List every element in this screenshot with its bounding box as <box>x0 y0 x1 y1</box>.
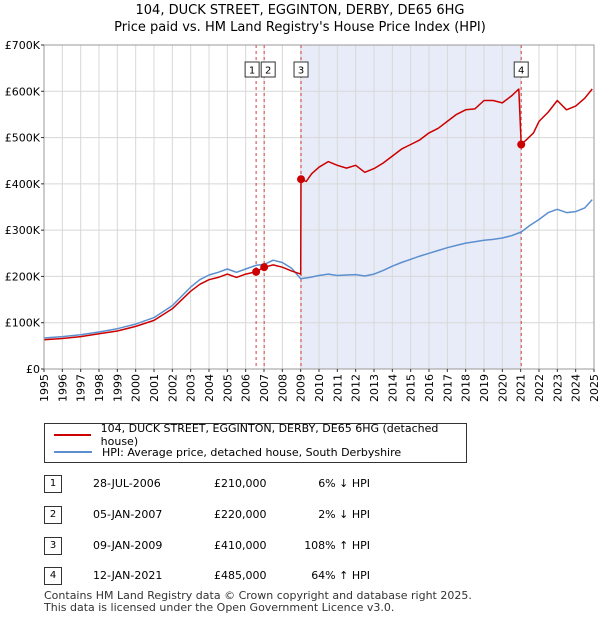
x-tick-label: 2022 <box>533 374 546 402</box>
x-tick-label: 2016 <box>423 374 436 402</box>
y-tick-label: £0 <box>26 363 40 376</box>
transaction-number: 1 <box>44 475 62 493</box>
marker-badge-label: 2 <box>265 66 271 77</box>
sale-point <box>297 175 306 184</box>
x-tick-label: 2021 <box>515 374 528 402</box>
transaction-price: £485,000 <box>214 569 267 582</box>
transaction-date: 09-JAN-2009 <box>93 539 163 552</box>
marker-badge-label: 1 <box>249 66 255 77</box>
legend-swatch-property <box>54 434 91 436</box>
transaction-price: £210,000 <box>214 477 267 490</box>
x-tick-label: 1996 <box>56 374 69 402</box>
footer: Contains HM Land Registry data © Crown c… <box>44 590 472 614</box>
x-tick-label: 2014 <box>386 374 399 402</box>
x-tick-label: 2025 <box>588 374 600 402</box>
x-tick-label: 2009 <box>295 374 308 402</box>
x-tick-label: 2006 <box>240 374 253 402</box>
y-tick-label: £100K <box>5 317 41 330</box>
marker-badge-label: 4 <box>518 66 524 77</box>
y-tick-label: £500K <box>5 132 41 145</box>
x-tick-label: 2001 <box>148 374 161 402</box>
x-tick-label: 2020 <box>496 374 509 402</box>
y-tick-label: £300K <box>5 224 41 237</box>
transaction-price: £220,000 <box>214 508 267 521</box>
transaction-date: 05-JAN-2007 <box>93 508 163 521</box>
legend-entry-hpi: HPI: Average price, detached house, Sout… <box>45 444 401 460</box>
transaction-row: 4 12-JAN-2021 £485,000 64% ↑ HPI <box>44 567 564 587</box>
transaction-date: 12-JAN-2021 <box>93 569 163 582</box>
transaction-number: 3 <box>44 537 62 555</box>
transaction-row: 2 05-JAN-2007 £220,000 2% ↓ HPI <box>44 506 564 526</box>
transaction-row: 3 09-JAN-2009 £410,000 108% ↑ HPI <box>44 537 564 557</box>
x-tick-label: 2005 <box>221 374 234 402</box>
x-tick-label: 2011 <box>331 374 344 402</box>
sale-point <box>260 263 269 272</box>
x-tick-label: 2023 <box>551 374 564 402</box>
y-tick-label: £700K <box>5 39 41 52</box>
transaction-row: 1 28-JUL-2006 £210,000 6% ↓ HPI <box>44 475 564 495</box>
legend-entry-property: 104, DUCK STREET, EGGINTON, DERBY, DE65 … <box>45 422 466 448</box>
price-chart: 1 2 3 4 £0 £100K £200K £300K £400K £500K £600K £700… <box>5 39 600 402</box>
transaction-hpi-diff: 64% ↑ HPI <box>311 569 370 582</box>
x-tick-label: 2007 <box>258 374 271 402</box>
x-tick-label: 2004 <box>203 374 216 402</box>
property-series-line <box>43 88 593 341</box>
x-tick-label: 2012 <box>350 374 363 402</box>
marker-badge-label: 3 <box>298 66 304 77</box>
chart-title: 104, DUCK STREET, EGGINTON, DERBY, DE65 … <box>135 3 465 18</box>
legend-swatch-hpi <box>54 451 92 453</box>
transaction-number: 2 <box>44 506 62 524</box>
x-tick-label: 2002 <box>166 374 179 402</box>
marker-badge <box>244 61 260 78</box>
x-tick-label: 2018 <box>460 374 473 402</box>
chart-legend: 104, DUCK STREET, EGGINTON, DERBY, DE65 … <box>44 422 467 463</box>
transaction-hpi-diff: 6% ↓ HPI <box>318 477 370 490</box>
legend-label-property: 104, DUCK STREET, EGGINTON, DERBY, DE65 … <box>100 422 439 448</box>
transaction-number: 4 <box>44 567 62 585</box>
transaction-date: 28-JUL-2006 <box>93 477 161 490</box>
x-tick-label: 2000 <box>130 374 143 402</box>
footer-licence: This data is licensed under the Open Gov… <box>44 601 395 614</box>
marker-badge <box>260 61 276 78</box>
x-tick-label: 2003 <box>185 374 198 402</box>
y-tick-label: £400K <box>5 178 41 191</box>
sale-point <box>252 267 261 276</box>
legend-label-hpi: HPI: Average price, detached house, Sout… <box>102 445 402 459</box>
x-tick-label: 2024 <box>570 374 583 402</box>
x-tick-label: 2015 <box>405 374 418 402</box>
x-tick-label: 2013 <box>368 374 381 402</box>
transaction-price: £410,000 <box>214 539 267 552</box>
sale-point <box>517 140 526 149</box>
marker-badge <box>293 61 309 78</box>
marker-badge <box>513 61 529 78</box>
chart-subtitle: Price paid vs. HM Land Registry's House … <box>114 20 486 35</box>
x-tick-label: 2008 <box>276 374 289 402</box>
x-tick-label: 2019 <box>478 374 491 402</box>
x-tick-label: 1997 <box>75 374 88 402</box>
hpi-series-line <box>43 199 593 339</box>
footer-copyright: Contains HM Land Registry data © Crown c… <box>44 589 472 602</box>
transaction-hpi-diff: 108% ↑ HPI <box>304 539 370 552</box>
y-tick-label: £600K <box>5 85 41 98</box>
x-tick-label: 1999 <box>111 374 124 402</box>
x-tick-label: 1998 <box>93 374 106 402</box>
x-tick-label: 2017 <box>441 374 454 402</box>
transaction-hpi-diff: 2% ↓ HPI <box>318 508 370 521</box>
x-tick-label: 1995 <box>38 374 51 402</box>
y-tick-label: £200K <box>5 270 41 283</box>
x-tick-label: 2010 <box>313 374 326 402</box>
